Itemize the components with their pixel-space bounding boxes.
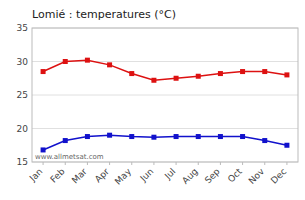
x-tick-label: Jul (162, 166, 177, 181)
marker (218, 134, 223, 139)
marker (174, 76, 179, 81)
x-tick-label: Nov (247, 166, 267, 186)
marker (151, 135, 156, 140)
marker (240, 134, 245, 139)
x-tick (109, 162, 110, 165)
marker (262, 138, 267, 143)
x-tick (153, 162, 154, 165)
line (43, 60, 287, 80)
y-tick-label: 25 (17, 90, 28, 100)
marker (107, 133, 112, 138)
x-tick-label: Jan (27, 166, 45, 184)
marker (129, 134, 134, 139)
marker (63, 138, 68, 143)
marker (41, 69, 46, 74)
x-tick (286, 162, 287, 165)
marker (284, 143, 289, 148)
x-tick-label: Sep (203, 166, 222, 185)
marker (240, 69, 245, 74)
marker (151, 78, 156, 83)
x-tick (131, 162, 132, 165)
x-tick-label: Apr (93, 166, 111, 184)
marker (85, 134, 90, 139)
x-tick (87, 162, 88, 165)
marker (85, 58, 90, 63)
x-tick-label: May (113, 166, 134, 187)
marker (262, 69, 267, 74)
grid-line (32, 95, 298, 96)
grid-line (32, 128, 298, 129)
marker (196, 134, 201, 139)
line (43, 135, 287, 150)
x-tick (65, 162, 66, 165)
plot-frame (32, 28, 298, 162)
y-tick-label: 20 (17, 124, 29, 134)
x-tick-label: Oct (226, 166, 244, 184)
x-tick-label: Dec (269, 166, 288, 185)
x-tick (264, 162, 265, 165)
x-tick-label: Mar (70, 166, 89, 185)
marker (196, 74, 201, 79)
x-tick (176, 162, 177, 165)
x-tick (43, 162, 44, 165)
marker (63, 59, 68, 64)
y-tick-label: 30 (17, 57, 29, 67)
x-tick (198, 162, 199, 165)
x-tick-label: Feb (48, 166, 67, 185)
y-tick-label: 15 (17, 157, 28, 167)
watermark: www.allmetsat.com (35, 153, 104, 161)
x-tick-label: Jun (138, 166, 156, 184)
marker (284, 72, 289, 77)
marker (41, 147, 46, 152)
y-tick-label: 35 (17, 23, 28, 33)
marker (174, 134, 179, 139)
chart: Lomié : temperatures (°C) 15 20 25 30 35 JanFe… (0, 0, 305, 200)
marker (107, 62, 112, 67)
x-tick (220, 162, 221, 165)
x-tick-label: Aug (180, 166, 200, 186)
marks (41, 58, 290, 153)
x-tick (242, 162, 243, 165)
grid (32, 28, 298, 162)
title: Lomié : temperatures (°C) (32, 8, 176, 21)
marker (218, 71, 223, 76)
marker (129, 71, 134, 76)
